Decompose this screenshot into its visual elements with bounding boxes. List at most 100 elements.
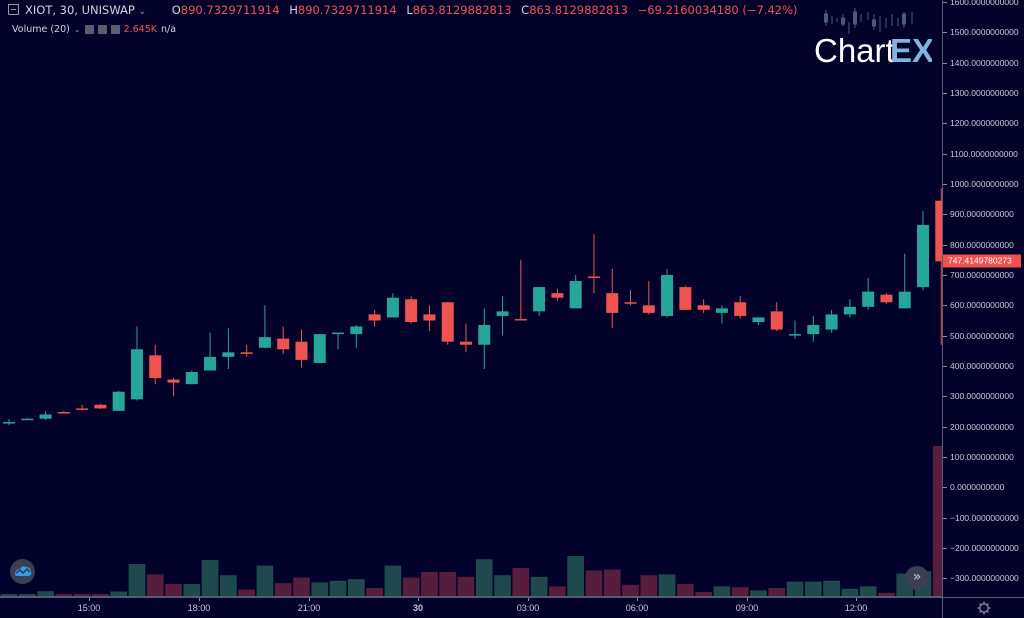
time-label: 30 [412, 603, 424, 613]
candle [130, 326, 143, 401]
eye-icon[interactable] [84, 25, 94, 34]
candle [862, 278, 875, 310]
time-label: 21:00 [297, 603, 321, 613]
symbol-legend: XIOT, 30, UNISWAP ⌄ O890.7329711914 H890… [8, 3, 798, 17]
time-label: 12:00 [844, 603, 868, 613]
volume-bar [859, 586, 877, 596]
candle [624, 290, 637, 306]
price-tick [943, 32, 947, 34]
candle [917, 211, 929, 291]
change-value: −69.2160034180 (−7.42%) [637, 3, 798, 17]
price-tick [943, 153, 947, 155]
candle [789, 320, 802, 339]
candle [3, 419, 15, 426]
logo-candles-icon: Chart EX [814, 8, 934, 69]
candle [277, 326, 290, 354]
time-tick [199, 598, 200, 601]
candle [76, 404, 89, 411]
candle [770, 302, 783, 332]
chartex-logo: Chart EX [812, 4, 934, 69]
candle [752, 317, 765, 326]
candle [441, 302, 454, 345]
time-tick [89, 598, 90, 601]
candle [185, 370, 198, 385]
candle [825, 309, 838, 333]
price-tick [943, 426, 947, 428]
volume-bar [110, 591, 128, 596]
volume-study-title[interactable]: Volume (20) [12, 24, 70, 35]
price-label: 1500.0000000000 [950, 27, 1019, 38]
volume-bar [932, 446, 942, 596]
price-label: 200.0000000000 [950, 421, 1014, 432]
time-tick [637, 598, 638, 601]
chevron-down-icon[interactable]: ⌄ [73, 25, 81, 34]
volume-bar [640, 575, 658, 596]
price-label: 300.0000000000 [950, 391, 1014, 402]
volume-bar [585, 570, 603, 596]
volume-value: 2.645K [123, 24, 157, 35]
price-tick [943, 578, 947, 580]
candle [313, 334, 326, 363]
candle [423, 305, 436, 332]
candle [496, 296, 509, 336]
candlestick-series [0, 188, 942, 597]
candle [715, 305, 728, 324]
price-label: 1200.0000000000 [950, 118, 1019, 129]
tradingview-badge[interactable] [10, 559, 35, 584]
volume-bar [622, 584, 639, 596]
candle [880, 293, 893, 304]
open-value: 890.7329711914 [180, 3, 280, 17]
volume-bar [37, 591, 54, 596]
candle [697, 299, 710, 313]
volume-bar [530, 576, 548, 596]
time-label: 06:00 [625, 603, 649, 613]
candle [661, 268, 674, 318]
price-label: 1400.0000000000 [950, 57, 1019, 68]
gear-icon[interactable] [943, 598, 1024, 618]
price-tick [943, 2, 947, 3]
close-icon[interactable] [110, 25, 120, 34]
volume-bar [731, 587, 749, 596]
volume-bar [293, 577, 310, 596]
volume-bar [384, 565, 402, 596]
collapse-icon[interactable] [8, 4, 19, 15]
volume-bar [18, 594, 36, 596]
candle [258, 305, 271, 348]
close-value: 863.8129882813 [529, 3, 628, 17]
candle [807, 315, 820, 342]
candle [898, 253, 911, 309]
volume-bar [475, 559, 493, 596]
volume-bar [146, 574, 164, 596]
scroll-to-realtime-button[interactable]: » [905, 566, 929, 590]
volume-bar [238, 589, 255, 596]
candle [167, 378, 180, 397]
time-tick [747, 598, 748, 601]
chart-pane[interactable]: XIOT, 30, UNISWAP ⌄ O890.7329711914 H890… [0, 0, 942, 597]
price-label: −300.0000000000 [950, 573, 1019, 584]
candle [533, 287, 546, 316]
gear-icon[interactable] [97, 25, 107, 34]
volume-bar [274, 583, 292, 596]
price-axis[interactable]: 1600.0000000000 1500.0000000000 1400.00000… [942, 0, 1024, 597]
candle [112, 390, 125, 411]
volume-bar [421, 572, 438, 596]
price-tick [943, 517, 947, 519]
volume-bar [549, 586, 566, 596]
time-axis[interactable]: 15:00 18:00 21:00 30 03:00 06:00 09:00 12:00 [0, 597, 942, 618]
price-tick [943, 305, 947, 307]
volume-bar [439, 572, 457, 596]
price-tick [943, 487, 947, 489]
volume-bar [750, 590, 767, 596]
candle [332, 332, 345, 350]
candle [460, 323, 472, 353]
price-label: 500.0000000000 [950, 330, 1014, 341]
symbol-title[interactable]: XIOT, 30, UNISWAP [25, 3, 135, 17]
chevron-down-icon[interactable]: ⌄ [138, 7, 147, 17]
last-price-label: 747.4149780273 [943, 254, 1021, 268]
axis-corner [942, 597, 1024, 618]
svg-text:EX: EX [890, 32, 932, 68]
time-tick [418, 598, 419, 601]
volume-bar [878, 592, 895, 596]
price-label: 1100.0000000000 [950, 148, 1018, 159]
volume-bar [92, 594, 109, 596]
